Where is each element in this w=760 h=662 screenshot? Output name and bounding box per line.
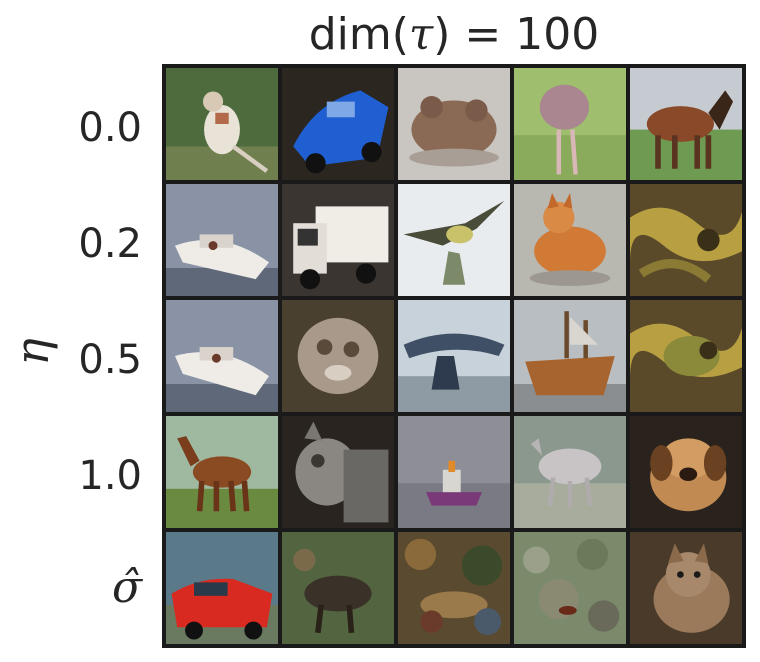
image-grid (162, 64, 746, 648)
cat-blurry-image (282, 300, 394, 412)
horse-image (166, 416, 278, 528)
boat-small-image (398, 416, 510, 528)
orange-cat-image (514, 184, 626, 296)
deer-noisy-image (282, 532, 394, 644)
frog-texture-image (630, 300, 742, 412)
row-labels: 0.0 0.2 0.5 1.0 σ̂ (60, 64, 150, 648)
boat-image (166, 184, 278, 296)
title-prefix: dim( (308, 9, 409, 60)
chart-title: dim(τ) = 100 (162, 6, 746, 64)
deer-image (514, 416, 626, 528)
truck-image (282, 184, 394, 296)
dog-image (630, 416, 742, 528)
cat-image (630, 532, 742, 644)
bird-flying-image (398, 184, 510, 296)
boat-image (166, 300, 278, 412)
ostrich-image (514, 68, 626, 180)
title-symbol: τ (408, 9, 434, 60)
airplane-image (398, 300, 510, 412)
title-suffix: ) = 100 (433, 9, 600, 60)
row-label-1: 0.2 (78, 221, 142, 267)
frog-image (398, 68, 510, 180)
ship-image (514, 300, 626, 412)
noisy-image (514, 532, 626, 644)
cat-gray-image (282, 416, 394, 528)
row-label-2: 0.5 (78, 337, 142, 383)
frog-texture-image (630, 184, 742, 296)
horse-image (630, 68, 742, 180)
row-label-3: 1.0 (78, 453, 142, 499)
noisy-image (398, 532, 510, 644)
blue-car-image (282, 68, 394, 180)
row-label-0: 0.0 (78, 105, 142, 151)
bird-image (166, 68, 278, 180)
red-car-image (166, 532, 278, 644)
row-label-4: σ̂ (111, 562, 142, 613)
